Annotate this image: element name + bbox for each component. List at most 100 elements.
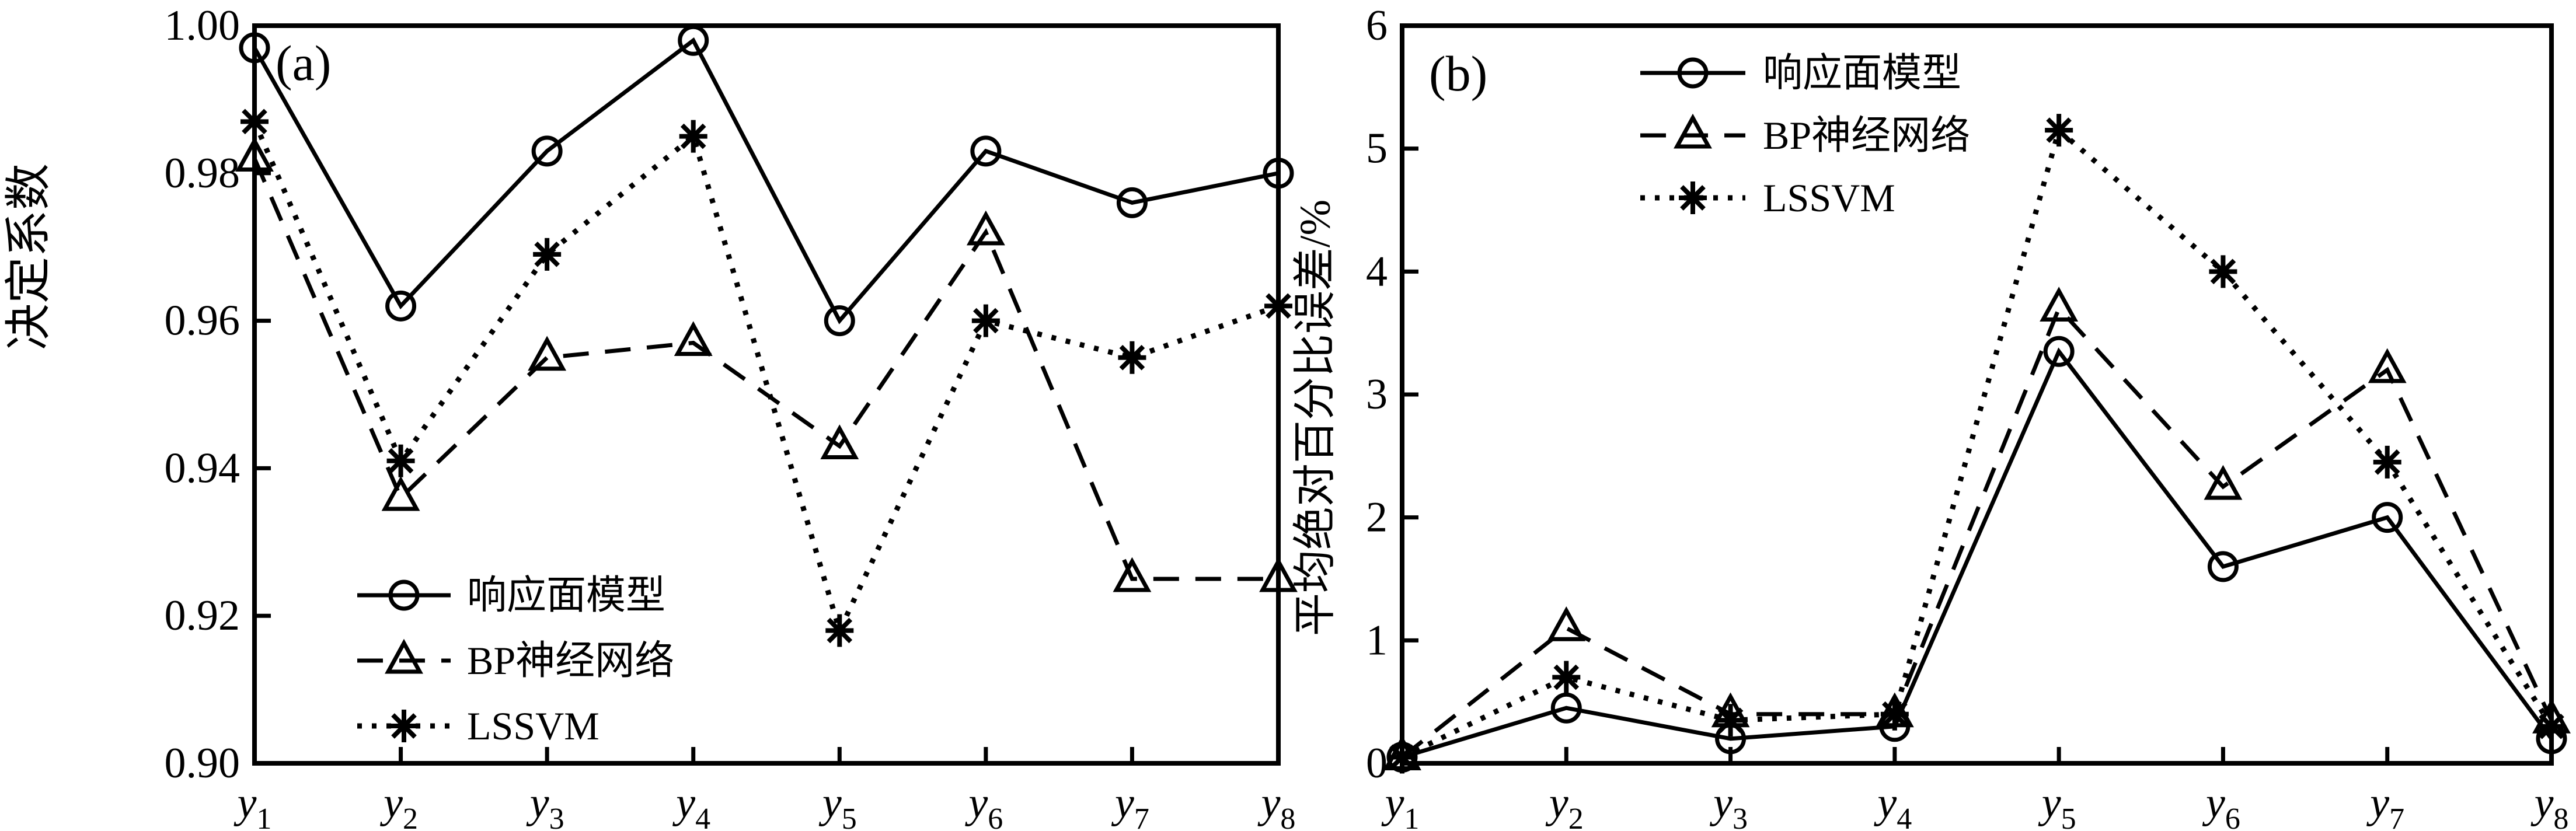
marker-asterisk (1552, 661, 1581, 694)
marker-triangle (1113, 557, 1152, 592)
x-axis-tick-label: y8 (2530, 779, 2569, 831)
marker-asterisk-ray (2539, 713, 2564, 739)
legend-item-label: LSSVM (1763, 176, 1895, 220)
legend-item-label: LSSVM (467, 704, 599, 748)
marker-asterisk-ray (1389, 744, 1415, 770)
marker-triangle (381, 476, 420, 511)
marker-asterisk (1679, 181, 1707, 214)
marker-triangle (2204, 465, 2243, 500)
x-axis-tick-label: y6 (964, 779, 1003, 831)
marker-circle (1677, 57, 1709, 89)
marker-asterisk (1716, 704, 1745, 737)
y-axis-tick-label: 4 (1366, 247, 1388, 295)
marker-asterisk-ray (1680, 185, 1706, 211)
x-axis-tick-label: y3 (1709, 779, 1748, 831)
marker-triangle (966, 210, 1005, 246)
marker-triangle (820, 424, 859, 459)
marker-asterisk-ray (391, 713, 417, 739)
panel-label-b: (b) (1429, 46, 1488, 102)
series-line-0 (252, 37, 1279, 324)
y-axis-title-panel-a: 决定系数 (4, 163, 55, 350)
series-line-1 (1400, 305, 2554, 759)
marker-asterisk-ray (680, 123, 706, 149)
marker-circle (2207, 551, 2239, 582)
x-axis-tick-label: y1 (233, 779, 272, 831)
marker-asterisk-ray (388, 448, 414, 474)
marker-asterisk (2373, 445, 2401, 479)
marker-asterisk-ray (1553, 664, 1580, 690)
y-axis-tick-label: 6 (1366, 2, 1388, 50)
marker-circle (1550, 692, 1582, 724)
marker-triangle (2040, 287, 2079, 322)
legend-item-label: BP神经网络 (467, 638, 674, 683)
y-axis-tick-label: 2 (1366, 494, 1388, 542)
x-axis-tick-label: y5 (818, 779, 857, 831)
marker-circle (1116, 187, 1148, 218)
marker-triangle (1259, 557, 1298, 592)
y-axis-tick-label: 5 (1366, 125, 1388, 173)
marker-triangle (674, 321, 713, 357)
marker-circle (239, 32, 270, 64)
y-axis-tick-label: 0.92 (165, 592, 240, 640)
marker-triangle (385, 638, 423, 674)
panel-label-a: (a) (276, 35, 332, 91)
marker-circle (2372, 502, 2403, 533)
marker-asterisk (971, 304, 1000, 337)
marker-circle (385, 290, 417, 322)
plot-frame (1400, 23, 2554, 766)
legend-item-label: BP神经网络 (1763, 113, 1970, 158)
marker-circle (2043, 336, 2075, 367)
series-line-2 (1401, 125, 2554, 760)
marker-asterisk (679, 120, 707, 153)
marker-asterisk-ray (1717, 707, 1744, 734)
series-line-2 (252, 120, 1280, 638)
marker-circle (678, 25, 709, 56)
series-line-0 (1401, 347, 2553, 759)
x-axis-tick-label: y5 (2038, 779, 2076, 831)
marker-asterisk (533, 238, 562, 271)
marker-asterisk (390, 710, 418, 742)
y-axis-tick-label: 0.96 (165, 297, 240, 345)
y-axis-tick-label: 1.00 (165, 2, 240, 50)
x-axis-tick-label: y7 (1111, 779, 1149, 831)
marker-circle (388, 579, 420, 611)
marker-asterisk (1264, 289, 1292, 323)
marker-asterisk-ray (1266, 293, 1291, 319)
marker-circle (1263, 158, 1294, 189)
legend-item-label: 响应面模型 (1763, 51, 1961, 95)
marker-circle (531, 135, 563, 167)
marker-asterisk (2537, 710, 2565, 743)
marker-triangle (235, 137, 274, 172)
x-axis-tick-label: y3 (526, 779, 564, 831)
y-axis-tick-label: 0 (1366, 739, 1388, 787)
marker-asterisk-ray (242, 109, 267, 135)
marker-asterisk (1880, 697, 1909, 731)
marker-triangle (528, 336, 567, 371)
y-axis-tick-label: 3 (1366, 371, 1388, 418)
marker-asterisk (2209, 255, 2237, 288)
marker-asterisk-ray (2374, 449, 2400, 475)
marker-asterisk (1388, 741, 1416, 774)
x-axis-tick-label: y4 (672, 779, 710, 831)
marker-asterisk-ray (1119, 344, 1145, 371)
marker-asterisk-ray (1882, 701, 1908, 727)
series-line-1 (252, 158, 1278, 581)
x-axis-tick-label: y1 (1381, 779, 1420, 831)
marker-circle (970, 135, 1002, 167)
x-axis-tick-label: y4 (1873, 779, 1912, 831)
marker-circle (824, 305, 855, 337)
x-axis-tick-label: y2 (379, 779, 418, 831)
marker-asterisk-ray (2210, 259, 2236, 285)
marker-asterisk-ray (2046, 117, 2072, 143)
marker-asterisk-ray (827, 617, 853, 644)
marker-asterisk (240, 105, 269, 138)
y-axis-title-panel-b: 平均绝对百分比误差/% (1291, 199, 1340, 637)
x-axis-tick-label: y2 (1545, 779, 1584, 831)
marker-triangle (2368, 348, 2407, 383)
legend-item-label: 响应面模型 (467, 573, 665, 617)
marker-triangle (1674, 113, 1712, 149)
marker-asterisk (825, 614, 854, 647)
y-axis-tick-label: 0.90 (165, 739, 240, 787)
